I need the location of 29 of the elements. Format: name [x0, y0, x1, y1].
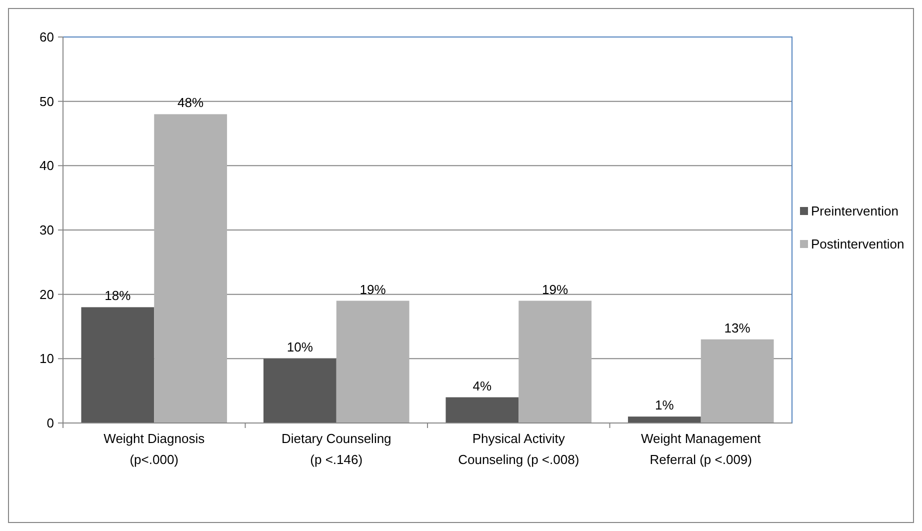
- legend-label: Preintervention: [811, 204, 898, 219]
- data-label: 19%: [360, 282, 386, 297]
- y-tick-label: 40: [40, 158, 54, 174]
- bar: [154, 114, 228, 423]
- data-label: 19%: [542, 282, 569, 297]
- legend-label: Postintervention: [811, 236, 904, 252]
- y-tick-label: 0: [46, 416, 54, 431]
- data-label: 1%: [655, 398, 674, 413]
- y-tick-label: 30: [40, 222, 54, 238]
- bar: [446, 397, 519, 423]
- y-tick-label: 20: [40, 286, 54, 302]
- data-label: 13%: [724, 320, 751, 336]
- x-tick-label: Weight Management Referral (p <.009): [641, 431, 762, 467]
- bar: [81, 307, 154, 423]
- bar: [628, 416, 701, 423]
- data-label: 10%: [286, 340, 314, 355]
- x-tick-label: Weight Diagnosis (p<.000): [104, 431, 206, 467]
- bar: [518, 300, 592, 423]
- bar: [336, 300, 410, 423]
- bar: [700, 339, 774, 423]
- data-label: 18%: [104, 288, 132, 304]
- x-tick-label: Dietary Counseling (p <.146): [281, 431, 392, 467]
- x-tick-label: Physical Activity Counseling (p <.008): [458, 431, 580, 467]
- y-tick-label: 60: [40, 30, 54, 45]
- y-tick-label: 10: [40, 351, 54, 366]
- bar: [263, 358, 336, 423]
- y-tick-label: 50: [40, 94, 54, 109]
- data-label: 48%: [178, 95, 204, 110]
- data-label: 4%: [472, 378, 492, 394]
